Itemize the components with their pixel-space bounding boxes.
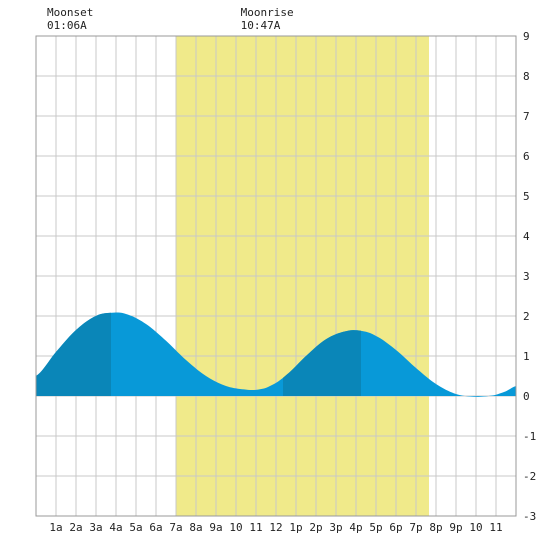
- x-tick-label: 7a: [169, 521, 182, 534]
- y-tick-label: 1: [523, 350, 530, 363]
- x-tick-label: 2p: [309, 521, 322, 534]
- x-tick-label: 6p: [389, 521, 402, 534]
- y-tick-label: 3: [523, 270, 530, 283]
- y-tick-label: 4: [523, 230, 530, 243]
- plot-frame: [35, 35, 517, 517]
- x-tick-label: 9p: [449, 521, 462, 534]
- y-tick-label: 7: [523, 110, 530, 123]
- y-tick-label: 9: [523, 30, 530, 43]
- y-tick-label: 0: [523, 390, 530, 403]
- moon-event-label: Moonrise: [241, 6, 294, 19]
- x-tick-label: 6a: [149, 521, 162, 534]
- y-tick-label: -1: [523, 430, 536, 443]
- x-tick-label: 4p: [349, 521, 362, 534]
- y-tick-label: -3: [523, 510, 536, 523]
- y-tick-label: 5: [523, 190, 530, 203]
- x-tick-label: 4a: [109, 521, 122, 534]
- y-tick-label: -2: [523, 470, 536, 483]
- x-tick-label: 10: [229, 521, 242, 534]
- x-tick-label: 5a: [129, 521, 142, 534]
- y-axis: -3 -2 -1 0 1 2 3 4 5 6 7 8 9: [523, 30, 536, 523]
- x-tick-label: 1a: [49, 521, 62, 534]
- x-tick-label: 7p: [409, 521, 422, 534]
- x-tick-label: 3p: [329, 521, 342, 534]
- moon-event-time: 01:06A: [47, 19, 87, 32]
- moon-event-time: 10:47A: [241, 19, 281, 32]
- y-tick-label: 6: [523, 150, 530, 163]
- y-tick-label: 8: [523, 70, 530, 83]
- x-tick-label: 5p: [369, 521, 382, 534]
- x-tick-label: 10: [469, 521, 482, 534]
- x-tick-label: 1p: [289, 521, 302, 534]
- tide-area-light: [36, 312, 516, 397]
- x-tick-label: 8a: [189, 521, 202, 534]
- x-tick-label: 2a: [69, 521, 82, 534]
- y-tick-label: 2: [523, 310, 530, 323]
- x-tick-label: 12: [269, 521, 282, 534]
- x-tick-label: 9a: [209, 521, 222, 534]
- moon-event-label: Moonset: [47, 6, 93, 19]
- tide-area: [36, 312, 516, 397]
- x-tick-label: 11: [489, 521, 502, 534]
- tide-area-dark: [283, 330, 361, 396]
- x-tick-label: 8p: [429, 521, 442, 534]
- x-tick-label: 11: [249, 521, 262, 534]
- x-axis: 1a 2a 3a 4a 5a 6a 7a 8a 9a 10 11 12 1p 2p 3p 4p 5p 6p 7p 8p…: [49, 521, 502, 534]
- tide-area-dark: [36, 312, 111, 396]
- x-tick-label: 3a: [89, 521, 102, 534]
- grid: [36, 35, 516, 517]
